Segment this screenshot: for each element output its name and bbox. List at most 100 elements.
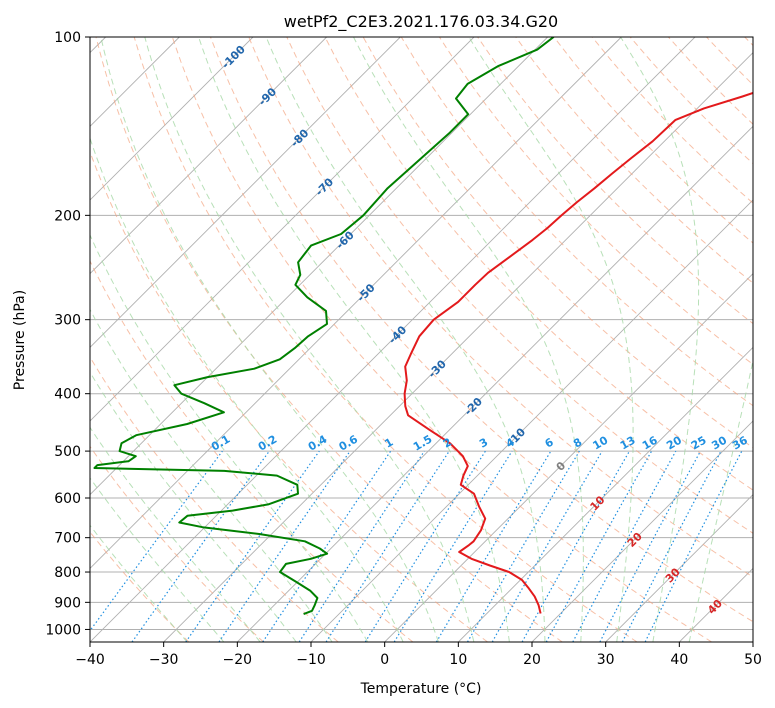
dry-adiabat-line xyxy=(248,37,753,578)
moist-adiabat-line xyxy=(688,358,753,642)
isotherm-label: -60 xyxy=(334,228,357,251)
mixing-ratio-line xyxy=(262,450,392,642)
y-tick-label: 300 xyxy=(54,313,81,329)
y-tick-label: 600 xyxy=(54,491,81,507)
mixing-ratio-label: 1.5 xyxy=(411,433,434,454)
dry-adiabat-line xyxy=(515,37,753,284)
moist-adiabat-line xyxy=(144,37,475,642)
mixing-ratio-label: 25 xyxy=(689,434,709,453)
dry-adiabat-line xyxy=(90,356,339,642)
isotherm-line xyxy=(90,37,254,201)
x-tick-label: −30 xyxy=(149,652,179,668)
isotherm-label: -90 xyxy=(256,85,279,108)
isotherm-line xyxy=(384,273,753,642)
y-axis-ticks: 100 200 300 400 500 600 700 800 900 1000 xyxy=(45,30,90,638)
moist-adiabat-line xyxy=(90,233,369,642)
y-tick-label: 100 xyxy=(54,30,81,46)
mixing-ratio-label: 0.1 xyxy=(209,433,232,454)
mixing-ratio-line xyxy=(572,450,677,642)
x-axis-ticks: −40 −30 −20 −10 0 10 20 30 40 50 xyxy=(75,642,762,668)
moist-adiabat-line xyxy=(90,477,225,642)
isotherm-line xyxy=(90,37,696,642)
mixing-ratio-label: 0.6 xyxy=(337,432,361,453)
mixing-ratio-label: 30 xyxy=(709,433,729,452)
isotherm-label: -40 xyxy=(386,323,409,346)
isotherm-line xyxy=(163,52,753,642)
isotherm-line xyxy=(90,37,622,569)
mixing-ratio-line xyxy=(218,450,351,642)
mixing-ratio-line xyxy=(90,450,223,632)
mixing-ratio-line xyxy=(599,450,702,642)
x-tick-label: −40 xyxy=(75,652,105,668)
dry-adiabat-line xyxy=(210,37,753,623)
isotherm-line xyxy=(679,567,753,642)
y-tick-label: 400 xyxy=(54,387,81,403)
y-tick-label: 900 xyxy=(54,595,81,611)
y-tick-label: 700 xyxy=(54,531,81,547)
isotherm-line xyxy=(310,199,753,642)
isotherm-label: 40 xyxy=(705,597,725,617)
moist-adiabat-line xyxy=(620,37,700,642)
x-tick-label: 50 xyxy=(744,652,762,668)
dry-adiabat-line xyxy=(171,37,712,642)
isotherm-label: -80 xyxy=(288,126,311,149)
mixing-ratio-line xyxy=(393,450,513,642)
x-tick-label: −10 xyxy=(296,652,326,668)
x-tick-label: 20 xyxy=(523,652,541,668)
mixing-ratio-labels: 0.1 0.2 0.4 0.6 1 1.5 2 3 4 6 8 10 13 16 20 25 30 36 xyxy=(209,432,750,453)
dry-adiabat-line xyxy=(706,37,753,86)
isotherm-line xyxy=(90,37,327,275)
sounding-profiles xyxy=(93,37,753,616)
isotherm-label: 0 xyxy=(554,459,569,474)
isotherm-label: -50 xyxy=(354,281,377,304)
y-axis-label: Pressure (hPa) xyxy=(12,290,28,390)
background-lines xyxy=(90,37,753,642)
dry-adiabat-line xyxy=(553,37,753,244)
isotherm-label: -30 xyxy=(426,357,449,380)
isotherm-line xyxy=(458,346,753,642)
dry-adiabat-line xyxy=(95,37,563,642)
dry-adiabat-line xyxy=(90,531,190,642)
isotherm-label: -100 xyxy=(219,43,248,72)
x-axis-label: Temperature (°C) xyxy=(360,681,482,697)
mixing-ratio-line xyxy=(545,450,653,642)
mixing-ratio-label: 20 xyxy=(664,433,684,452)
isotherm-line xyxy=(90,37,401,348)
mixing-ratio-label: 0.2 xyxy=(256,433,279,454)
plot-frame xyxy=(89,36,754,643)
mixing-ratio-line xyxy=(644,450,743,642)
mixing-ratio-line xyxy=(435,450,552,642)
mixing-ratio-line xyxy=(185,450,320,642)
dry-adiabat-line xyxy=(286,37,753,534)
mixing-ratio-label: 36 xyxy=(730,433,750,452)
mixing-ratio-label: 10 xyxy=(591,433,611,452)
x-tick-label: 0 xyxy=(380,652,389,668)
temperature-profile xyxy=(403,91,753,614)
isotherm-label: -70 xyxy=(313,175,336,198)
mixing-ratio-label: 3 xyxy=(477,436,490,451)
dry-adiabat-line xyxy=(90,445,264,642)
moist-adiabat-line xyxy=(90,308,333,642)
mixing-ratio-label: 6 xyxy=(543,435,556,450)
dewpoint-profile xyxy=(93,37,555,616)
y-tick-label: 200 xyxy=(54,208,81,224)
dry-adiabat-line xyxy=(133,37,638,642)
mixing-ratio-line xyxy=(325,450,450,642)
x-tick-label: −20 xyxy=(223,652,253,668)
moist-adiabat-line xyxy=(100,37,439,642)
mixing-ratio-line xyxy=(131,450,270,642)
mixing-ratio-label: 13 xyxy=(618,434,638,453)
dry-adiabat-line xyxy=(591,37,753,204)
dry-adiabat-line xyxy=(90,259,414,642)
mixing-ratio-label: 8 xyxy=(571,436,584,451)
moist-adiabat-line xyxy=(468,37,634,642)
y-tick-label: 500 xyxy=(54,444,81,460)
isotherm-label: -20 xyxy=(462,395,485,418)
isotherm-line xyxy=(90,37,475,422)
y-tick-label: 800 xyxy=(54,565,81,581)
x-tick-label: 10 xyxy=(449,652,467,668)
moist-adiabat-line xyxy=(90,426,261,642)
mixing-ratio-line xyxy=(521,450,631,642)
x-tick-label: 40 xyxy=(670,652,688,668)
